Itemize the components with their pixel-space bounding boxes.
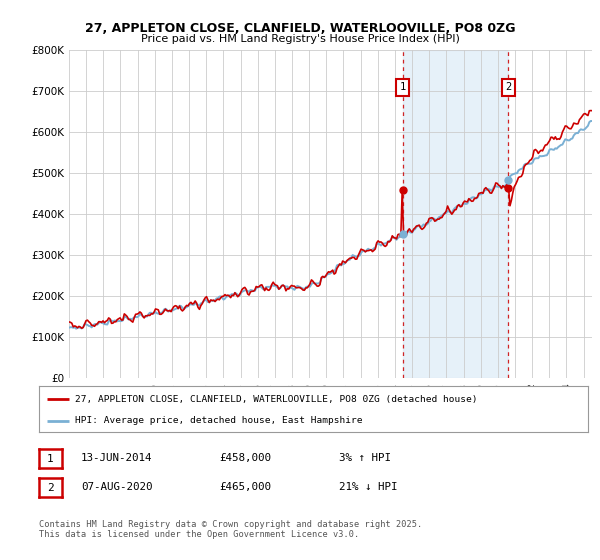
Text: 2: 2 xyxy=(505,82,511,92)
Text: 3% ↑ HPI: 3% ↑ HPI xyxy=(339,453,391,463)
Text: £458,000: £458,000 xyxy=(219,453,271,463)
Text: £465,000: £465,000 xyxy=(219,482,271,492)
Text: 21% ↓ HPI: 21% ↓ HPI xyxy=(339,482,397,492)
Text: Contains HM Land Registry data © Crown copyright and database right 2025.
This d: Contains HM Land Registry data © Crown c… xyxy=(39,520,422,539)
Text: 1: 1 xyxy=(47,454,54,464)
Text: 13-JUN-2014: 13-JUN-2014 xyxy=(81,453,152,463)
Text: 1: 1 xyxy=(400,82,406,92)
Text: 07-AUG-2020: 07-AUG-2020 xyxy=(81,482,152,492)
Text: 27, APPLETON CLOSE, CLANFIELD, WATERLOOVILLE, PO8 0ZG: 27, APPLETON CLOSE, CLANFIELD, WATERLOOV… xyxy=(85,22,515,35)
Text: 2: 2 xyxy=(47,483,54,493)
Bar xyxy=(403,50,508,378)
Text: 27, APPLETON CLOSE, CLANFIELD, WATERLOOVILLE, PO8 0ZG (detached house): 27, APPLETON CLOSE, CLANFIELD, WATERLOOV… xyxy=(74,395,477,404)
Text: HPI: Average price, detached house, East Hampshire: HPI: Average price, detached house, East… xyxy=(74,416,362,426)
Text: Price paid vs. HM Land Registry's House Price Index (HPI): Price paid vs. HM Land Registry's House … xyxy=(140,34,460,44)
